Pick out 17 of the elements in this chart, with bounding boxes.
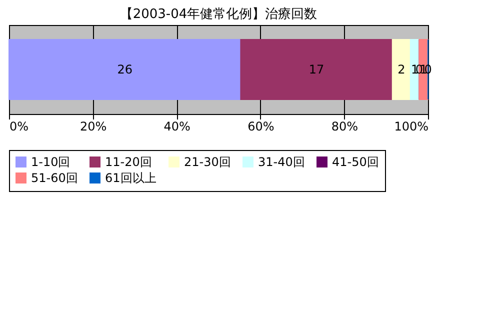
legend-label: 11-20回 [105,155,152,169]
annotation: 17 [308,62,324,76]
x-tick-label: 80% [331,120,358,134]
x-tick-label: 40% [164,120,190,134]
x-tick-label: 20% [80,120,107,134]
chart-title: 【2003-04年健常化例】治療回数 [120,7,318,22]
legend-label: 61回以上 [105,171,156,185]
legend-label: 51-60回 [31,171,78,185]
x-tick-label: 100% [394,120,428,134]
legend-label: 1-10回 [31,155,70,169]
legend-label: 21-30回 [184,155,231,169]
x-tick-label: 0% [10,120,29,134]
legend-label: 31-40回 [258,155,305,169]
x-tick-label: 60% [248,120,274,134]
legend-label: 41-50回 [332,155,379,169]
annotation: 26 [117,62,132,76]
annotation: 2 [398,62,406,76]
